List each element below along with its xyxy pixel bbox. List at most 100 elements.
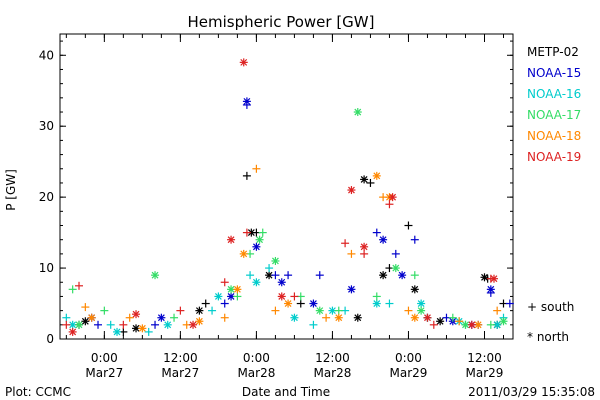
point-south: [334, 306, 343, 315]
point-south: [271, 306, 280, 315]
legend-entry: METP-02: [527, 45, 579, 59]
point-north: [233, 285, 242, 294]
y-tick-label: 0: [46, 332, 54, 346]
x-tick-sublabel: Mar28: [237, 366, 275, 380]
point-south: [119, 320, 128, 329]
point-south: [265, 264, 274, 273]
point-north: [353, 108, 362, 117]
x-axis: 0:00Mar2712:00Mar270:00Mar2812:00Mar280:…: [65, 34, 504, 380]
legend-entry: NOAA-16: [527, 87, 581, 101]
point-south: [347, 249, 356, 258]
footer-plot-credit: Plot: CCMC: [5, 385, 71, 399]
point-north: [247, 228, 256, 237]
point-north: [132, 310, 141, 319]
y-tick-label: 10: [39, 261, 54, 275]
point-north: [68, 327, 77, 336]
point-north: [284, 299, 293, 308]
point-south: [62, 320, 71, 329]
point-north: [157, 313, 166, 322]
point-south: [220, 299, 229, 308]
point-north: [227, 292, 236, 301]
x-tick-sublabel: Mar27: [85, 366, 123, 380]
point-south: [322, 313, 331, 322]
point-south: [284, 271, 293, 280]
point-south: [68, 285, 77, 294]
point-north: [132, 324, 141, 333]
y-axis: 0 10 20 30 40: [39, 40, 513, 346]
point-south: [486, 320, 495, 329]
x-tick-label: 0:00: [395, 351, 422, 365]
point-south: [385, 200, 394, 209]
x-tick-sublabel: Mar27: [161, 366, 199, 380]
y-axis-label: P [GW]: [4, 169, 18, 211]
x-tick-sublabel: Mar28: [313, 366, 351, 380]
point-south: [176, 306, 185, 315]
point-north: [277, 292, 286, 301]
point-south: [372, 228, 381, 237]
point-south: [81, 303, 90, 312]
point-north: [255, 235, 264, 244]
x-tick-label: 0:00: [243, 351, 270, 365]
point-south: [100, 306, 109, 315]
point-north: [360, 175, 369, 184]
legend: METP-02 NOAA-15 NOAA-16 NOAA-17 NOAA-18 NOAA-…: [527, 45, 581, 164]
point-south: [271, 271, 280, 280]
point-north: [391, 264, 400, 273]
marker-legend-entry: * north: [527, 330, 569, 344]
point-south: [429, 320, 438, 329]
plot-area: [59, 33, 514, 340]
point-south: [201, 299, 210, 308]
legend-entry: NOAA-17: [527, 108, 581, 122]
point-north: [417, 299, 426, 308]
point-south: [410, 271, 419, 280]
point-north: [410, 313, 419, 322]
point-north: [227, 235, 236, 244]
point-north: [423, 313, 432, 322]
point-south: [391, 249, 400, 258]
point-north: [379, 235, 388, 244]
point-north: [252, 242, 261, 251]
point-north: [81, 317, 90, 326]
point-south: [372, 292, 381, 301]
x-axis-label: Date and Time: [242, 385, 330, 399]
point-north: [388, 193, 397, 202]
point-north: [265, 271, 274, 280]
point-north: [347, 186, 356, 195]
point-south: [366, 178, 375, 187]
point-north: [239, 58, 248, 67]
point-north: [239, 249, 248, 258]
point-south: [385, 299, 394, 308]
chart-title: Hemispheric Power [GW]: [188, 13, 375, 31]
point-south: [94, 320, 103, 329]
marker-legend-entry: + south: [527, 300, 574, 314]
x-tick-label: 12:00: [315, 351, 350, 365]
point-north: [242, 97, 251, 106]
point-north: [315, 306, 324, 315]
x-tick-label: 12:00: [163, 351, 198, 365]
point-north: [309, 299, 318, 308]
point-north: [467, 320, 476, 329]
x-tick-label: 12:00: [467, 351, 502, 365]
x-tick-sublabel: Mar29: [466, 366, 504, 380]
point-south: [246, 271, 255, 280]
point-south: [404, 221, 413, 230]
point-south: [341, 239, 350, 248]
point-south: [448, 313, 457, 322]
y-tick-label: 40: [39, 48, 54, 62]
point-north: [163, 320, 172, 329]
point-south: [258, 228, 267, 237]
x-tick-sublabel: Mar29: [390, 366, 428, 380]
point-south: [309, 320, 318, 329]
point-north: [334, 313, 343, 322]
point-north: [290, 313, 299, 322]
point-north: [195, 317, 204, 326]
point-north: [410, 285, 419, 294]
point-north: [398, 271, 407, 280]
point-north: [474, 320, 483, 329]
point-south: [151, 320, 160, 329]
point-south: [125, 313, 134, 322]
point-north: [499, 317, 508, 326]
point-north: [372, 299, 381, 308]
point-north: [252, 278, 261, 287]
